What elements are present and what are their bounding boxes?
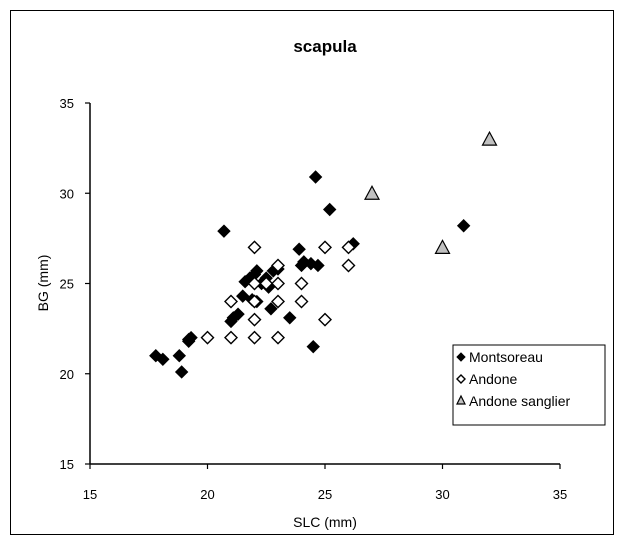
data-point-andone bbox=[271, 294, 285, 309]
data-point-montsoreau bbox=[181, 334, 196, 348]
data-point-andone bbox=[294, 294, 309, 309]
legend-label-andone: Andone bbox=[469, 371, 517, 387]
y-tick-label: 15 bbox=[60, 457, 74, 472]
data-point-andone bbox=[271, 276, 285, 291]
data-point-montsoreau bbox=[231, 307, 245, 321]
data-point-andone bbox=[294, 276, 309, 291]
x-tick-label: 25 bbox=[318, 487, 332, 502]
legend-marker-andone bbox=[456, 374, 466, 384]
data-point-montsoreau bbox=[306, 339, 320, 354]
data-point-andone bbox=[247, 276, 262, 291]
x-tick-label: 20 bbox=[200, 487, 214, 502]
data-point-montsoreau bbox=[217, 224, 231, 238]
legend-box bbox=[452, 344, 606, 426]
data-point-montsoreau bbox=[283, 311, 297, 325]
data-points bbox=[149, 130, 498, 379]
data-point-montsoreau bbox=[292, 242, 306, 256]
data-point-andone bbox=[259, 276, 274, 291]
data-point-andone bbox=[224, 294, 238, 309]
data-point-andone bbox=[271, 258, 285, 273]
data-point-montsoreau bbox=[236, 289, 250, 303]
data-point-montsoreau bbox=[250, 264, 264, 278]
data-point-andone bbox=[247, 240, 262, 255]
data-point-andone bbox=[318, 312, 332, 327]
data-point-andone-sanglier bbox=[363, 184, 381, 200]
legend-marker-montsoreau bbox=[456, 352, 466, 362]
data-point-montsoreau bbox=[264, 302, 278, 316]
chart-title: scapula bbox=[293, 37, 357, 56]
legend-label-montsoreau: Montsoreau bbox=[469, 349, 543, 365]
data-point-montsoreau bbox=[311, 258, 325, 273]
data-point-andone bbox=[341, 240, 356, 255]
data-point-montsoreau bbox=[322, 202, 337, 217]
x-axis-title: SLC (mm) bbox=[293, 514, 357, 530]
y-tick-label: 35 bbox=[60, 96, 74, 111]
data-point-andone-sanglier bbox=[481, 130, 498, 146]
chart-frame bbox=[10, 10, 614, 535]
data-point-montsoreau bbox=[172, 348, 187, 363]
y-tick-label: 30 bbox=[60, 186, 74, 201]
data-point-andone bbox=[247, 330, 262, 345]
data-point-andone bbox=[247, 294, 262, 309]
data-point-montsoreau bbox=[174, 365, 189, 379]
legend: Montsoreau Andone Andone sanglier bbox=[452, 344, 606, 426]
x-tick-label: 15 bbox=[83, 487, 97, 502]
y-tick-label: 20 bbox=[60, 367, 74, 382]
y-tick-label: 25 bbox=[60, 277, 74, 292]
data-point-andone bbox=[247, 312, 262, 327]
y-axis-title: BG (mm) bbox=[35, 255, 51, 312]
data-point-andone-sanglier bbox=[434, 239, 451, 254]
data-point-andone bbox=[271, 330, 285, 345]
axes: 15 20 25 30 35 15 20 25 30 35 bbox=[60, 96, 568, 502]
legend-label-andone-sanglier: Andone sanglier bbox=[469, 393, 571, 409]
data-point-montsoreau bbox=[456, 219, 471, 233]
data-point-andone bbox=[200, 330, 215, 345]
data-point-andone bbox=[224, 330, 238, 345]
data-point-andone bbox=[318, 240, 332, 255]
data-point-andone bbox=[341, 258, 356, 273]
x-tick-label: 35 bbox=[553, 487, 567, 502]
data-point-montsoreau bbox=[156, 352, 170, 367]
legend-marker-andone-sanglier bbox=[456, 394, 466, 405]
x-tick-label: 30 bbox=[435, 487, 449, 502]
data-point-montsoreau bbox=[308, 170, 323, 184]
